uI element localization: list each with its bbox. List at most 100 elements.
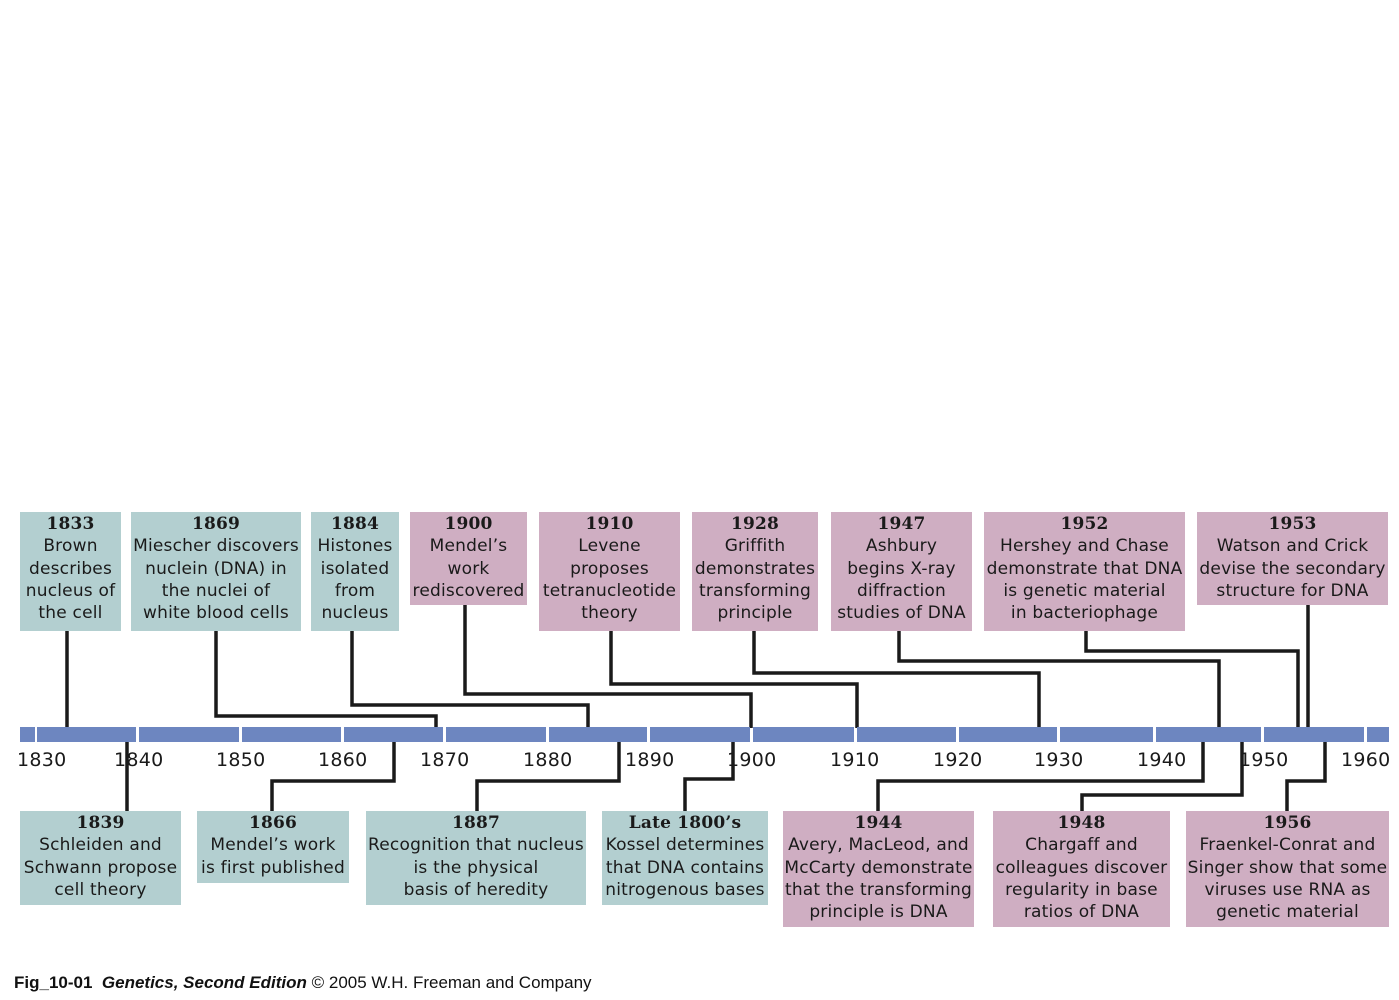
event-text: work bbox=[447, 558, 490, 579]
tick-label: 1950 bbox=[1239, 749, 1289, 771]
event-text: begins X-ray bbox=[847, 558, 956, 579]
event-text: Mendel’s work bbox=[210, 835, 336, 856]
event-text: is genetic material bbox=[1003, 580, 1166, 601]
event-year: Late 1800’s bbox=[628, 813, 742, 833]
connector-1944 bbox=[876, 742, 1205, 811]
bar-segment bbox=[650, 727, 750, 742]
event-text: principle bbox=[717, 603, 793, 624]
tick-label: 1850 bbox=[216, 749, 266, 771]
tick-label: 1940 bbox=[1137, 749, 1187, 771]
event-text: Kossel determines bbox=[605, 835, 765, 856]
event-text: demonstrates bbox=[694, 558, 816, 579]
event-text: proposes bbox=[570, 558, 649, 579]
event-text: is the physical bbox=[413, 857, 539, 878]
bar-segment bbox=[446, 727, 546, 742]
event-text: rediscovered bbox=[412, 580, 525, 601]
connector-1910 bbox=[609, 631, 859, 728]
tick-label: 1880 bbox=[523, 749, 573, 771]
event-text: that DNA contains bbox=[605, 857, 765, 878]
event-text: Recognition that nucleus bbox=[368, 835, 584, 856]
connector-1947 bbox=[897, 631, 1221, 728]
event-box-1833: 1833 Brown describes nucleus of the cell bbox=[20, 512, 121, 631]
event-text: the nuclei of bbox=[161, 580, 271, 601]
bar-segment bbox=[1060, 727, 1153, 742]
copyright: © 2005 W.H. Freeman and Company bbox=[311, 973, 592, 992]
connector-late-1800s bbox=[683, 742, 735, 811]
event-text: principle is DNA bbox=[809, 902, 948, 923]
event-box-1866: 1866 Mendel’s work is first published bbox=[197, 811, 349, 883]
event-text: studies of DNA bbox=[837, 603, 966, 624]
bar-segment bbox=[959, 727, 1057, 742]
event-text: Watson and Crick bbox=[1216, 536, 1369, 557]
event-text: devise the secondary bbox=[1199, 558, 1386, 579]
event-box-1887: 1887 Recognition that nucleus is the phy… bbox=[366, 811, 586, 905]
event-year: 1866 bbox=[248, 813, 298, 833]
event-text: white blood cells bbox=[143, 603, 289, 624]
event-year: 1952 bbox=[1060, 514, 1109, 534]
event-box-1910: 1910 Levene proposes tetranucleotide the… bbox=[539, 512, 680, 631]
tick-label: 1870 bbox=[420, 749, 470, 771]
event-text: Mendel’s bbox=[429, 536, 508, 557]
event-year: 1887 bbox=[451, 813, 501, 833]
tick-label: 1920 bbox=[933, 749, 983, 771]
connector-1900 bbox=[463, 605, 753, 728]
event-text: basis of heredity bbox=[403, 879, 549, 900]
event-text: diffraction bbox=[856, 580, 946, 601]
connector-1884 bbox=[350, 631, 590, 728]
event-box-1839: 1839 Schleiden and Schwann propose cell … bbox=[20, 811, 181, 905]
tick-label: 1860 bbox=[318, 749, 368, 771]
bar-segment bbox=[549, 727, 647, 742]
event-text: tetranucleotide bbox=[542, 580, 677, 601]
connector-1869 bbox=[214, 631, 438, 728]
event-text: Schwann propose bbox=[23, 857, 178, 878]
connector-1887 bbox=[475, 742, 621, 811]
event-year: 1947 bbox=[877, 514, 926, 534]
event-text: Chargaff and bbox=[1025, 835, 1138, 856]
event-box-1900: 1900 Mendel’s work rediscovered bbox=[410, 512, 527, 605]
event-text: viruses use RNA as bbox=[1204, 879, 1371, 900]
event-box-1944: 1944 Avery, MacLeod, and McCarty demonst… bbox=[783, 811, 974, 927]
event-text: the cell bbox=[38, 603, 103, 624]
event-text: nuclein (DNA) in bbox=[145, 558, 287, 579]
connector-1956 bbox=[1285, 742, 1327, 811]
event-text: Singer show that some bbox=[1187, 857, 1388, 878]
event-text: Histones bbox=[317, 536, 393, 557]
event-text: Miescher discovers bbox=[133, 536, 299, 557]
event-text: nitrogenous bases bbox=[605, 879, 765, 900]
event-text: structure for DNA bbox=[1216, 580, 1369, 601]
event-year: 1944 bbox=[854, 813, 903, 833]
event-text: is first published bbox=[201, 857, 345, 878]
event-year: 1956 bbox=[1263, 813, 1312, 833]
event-text: Ashbury bbox=[865, 536, 938, 557]
event-text: describes bbox=[28, 558, 113, 579]
event-text: isolated bbox=[320, 558, 390, 579]
event-text: transforming bbox=[698, 580, 812, 601]
bar-segment bbox=[344, 727, 443, 742]
event-box-1956: 1956 Fraenkel-Conrat and Singer show tha… bbox=[1186, 811, 1389, 927]
bar-segment bbox=[37, 727, 136, 742]
connector-1928 bbox=[752, 631, 1041, 728]
event-year: 1910 bbox=[585, 514, 634, 534]
event-box-1952: 1952 Hershey and Chase demonstrate that … bbox=[984, 512, 1185, 631]
event-text: Levene bbox=[578, 536, 641, 557]
bar-segment bbox=[753, 727, 854, 742]
event-text: ratios of DNA bbox=[1023, 902, 1140, 923]
bar-segment bbox=[1367, 727, 1389, 742]
event-text: Griffith bbox=[724, 536, 786, 557]
event-year: 1869 bbox=[191, 514, 241, 534]
event-text: regularity in base bbox=[1005, 879, 1158, 900]
event-text: in bacteriophage bbox=[1010, 603, 1159, 624]
event-box-1948: 1948 Chargaff and colleagues discover re… bbox=[993, 811, 1170, 927]
event-text: demonstrate that DNA bbox=[986, 558, 1183, 579]
event-text: cell theory bbox=[54, 879, 147, 900]
event-text: Hershey and Chase bbox=[1000, 536, 1169, 557]
bar-segment bbox=[1264, 727, 1364, 742]
event-text: Avery, MacLeod, and bbox=[788, 835, 969, 856]
book-title: Genetics, Second Edition bbox=[101, 973, 307, 992]
figure-number: Fig_10-01 bbox=[14, 973, 93, 992]
bar-segment bbox=[1156, 727, 1261, 742]
tick-label: 1900 bbox=[727, 749, 777, 771]
event-box-1884: 1884 Histones isolated from nucleus bbox=[311, 512, 399, 631]
tick-label: 1910 bbox=[830, 749, 880, 771]
